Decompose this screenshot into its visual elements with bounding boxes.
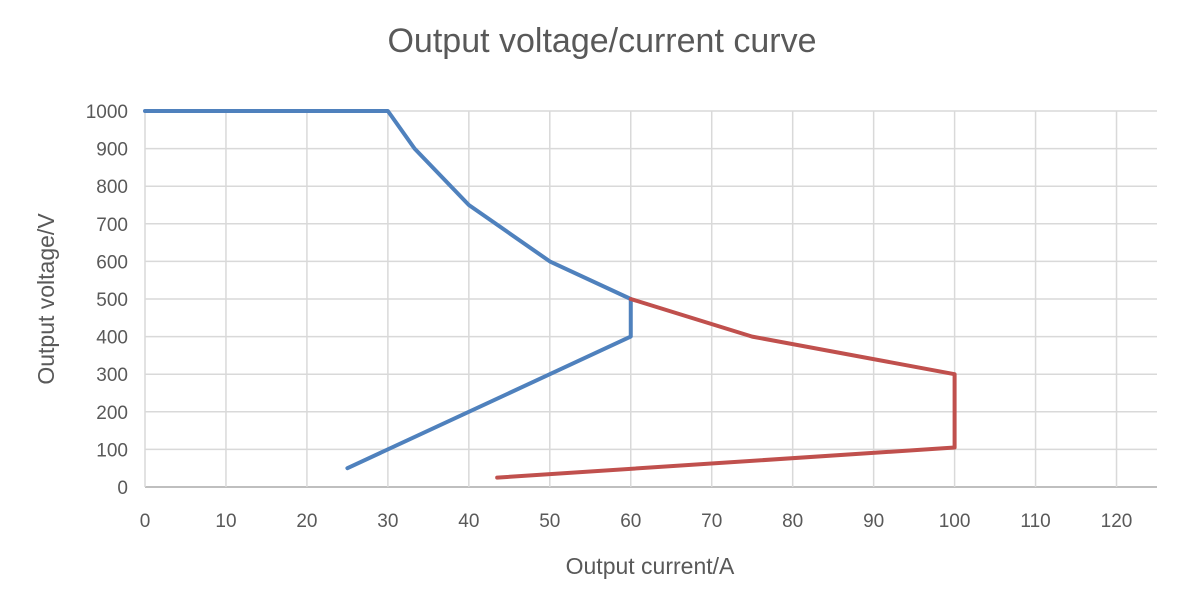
y-tick-label: 800 [96, 177, 128, 198]
x-tick-label: 80 [782, 511, 803, 532]
x-tick-label: 50 [539, 511, 560, 532]
x-axis-label: Output current/A [566, 553, 735, 579]
x-tick-label: 60 [620, 511, 641, 532]
y-tick-label: 700 [96, 215, 128, 236]
y-tick-label: 0 [117, 478, 128, 499]
y-tick-label: 400 [96, 328, 128, 349]
series-line-1 [143, 109, 633, 471]
x-tick-label: 20 [296, 511, 317, 532]
chart-title: Output voltage/current curve [387, 22, 816, 60]
x-tick-label: 90 [863, 511, 884, 532]
series-line-2 [495, 297, 957, 480]
y-tick-label: 600 [96, 252, 128, 273]
y-tick-label: 100 [96, 440, 128, 461]
x-tick-label: 110 [1020, 511, 1050, 532]
x-tick-label: 30 [377, 511, 398, 532]
y-tick-label: 200 [96, 403, 128, 424]
x-tick-label: 0 [140, 511, 151, 532]
x-tick-label: 120 [1101, 511, 1133, 532]
y-tick-label: 900 [96, 140, 128, 161]
y-axis-label: Output voltage/V [33, 213, 59, 385]
x-tick-label: 10 [215, 511, 236, 532]
y-tick-label: 500 [96, 290, 128, 311]
x-tick-label: 70 [701, 511, 722, 532]
x-tick-label: 40 [458, 511, 479, 532]
y-tick-label: 1000 [86, 102, 128, 123]
y-tick-label: 300 [96, 365, 128, 386]
x-tick-label: 100 [939, 511, 971, 532]
